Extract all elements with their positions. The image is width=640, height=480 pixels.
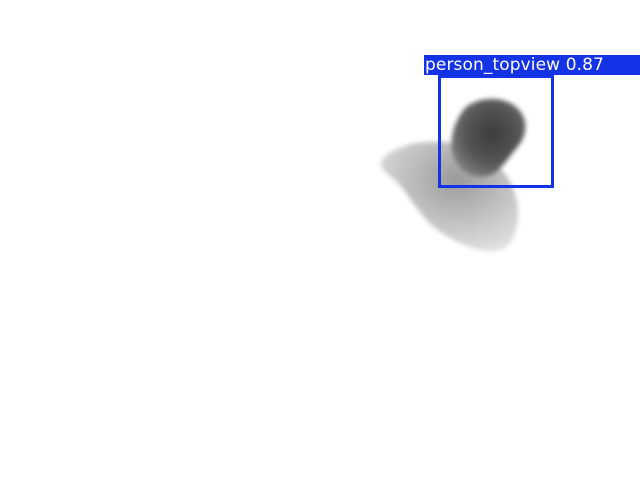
detection-class-name: person_topview (425, 55, 561, 75)
person-head-shape (451, 98, 526, 177)
detection-label: person_topview 0.87 (424, 55, 640, 75)
detection-confidence: 0.87 (565, 55, 604, 75)
